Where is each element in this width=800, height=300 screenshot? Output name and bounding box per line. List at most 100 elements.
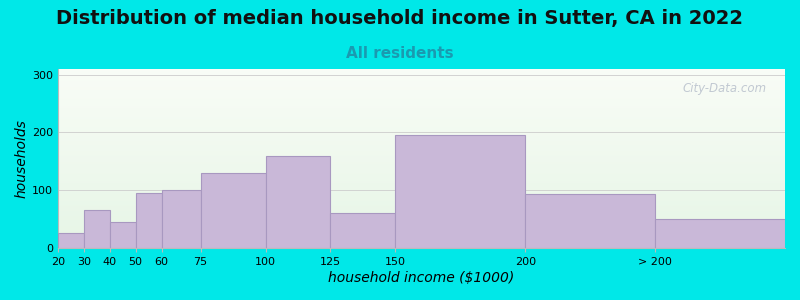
- Bar: [58, 146, 785, 147]
- Bar: [58, 119, 785, 120]
- Bar: [58, 115, 785, 116]
- Bar: [58, 176, 785, 177]
- Bar: [58, 231, 785, 232]
- Bar: [58, 163, 785, 164]
- Bar: [58, 129, 785, 130]
- Bar: [58, 106, 785, 107]
- Bar: [58, 134, 785, 135]
- Bar: [58, 89, 785, 90]
- Bar: [58, 194, 785, 195]
- Bar: [58, 202, 785, 203]
- Bar: [58, 144, 785, 145]
- Bar: [58, 182, 785, 183]
- Bar: [58, 230, 785, 231]
- Bar: [58, 165, 785, 166]
- Bar: [58, 114, 785, 115]
- Bar: [136, 193, 162, 248]
- Bar: [58, 189, 785, 190]
- Bar: [58, 152, 785, 153]
- Bar: [58, 108, 785, 109]
- Bar: [58, 98, 785, 99]
- Bar: [58, 218, 785, 219]
- Bar: [58, 69, 785, 70]
- Bar: [58, 201, 785, 202]
- Bar: [58, 160, 785, 161]
- Bar: [58, 156, 785, 157]
- Bar: [58, 88, 785, 89]
- Bar: [58, 121, 785, 122]
- Bar: [58, 217, 785, 218]
- Bar: [58, 197, 785, 198]
- Bar: [58, 186, 785, 187]
- Bar: [58, 75, 785, 76]
- Bar: [58, 78, 785, 79]
- Bar: [58, 148, 785, 149]
- Bar: [58, 85, 785, 86]
- Bar: [58, 154, 785, 155]
- Bar: [58, 190, 785, 191]
- Bar: [58, 170, 785, 171]
- Bar: [58, 225, 785, 226]
- Bar: [58, 196, 785, 197]
- Bar: [58, 211, 785, 212]
- Bar: [58, 203, 785, 204]
- Bar: [58, 161, 785, 162]
- Bar: [58, 123, 785, 124]
- Bar: [58, 94, 785, 95]
- Bar: [58, 244, 785, 245]
- Bar: [58, 226, 785, 227]
- Bar: [58, 168, 785, 169]
- Bar: [58, 169, 785, 170]
- Bar: [58, 175, 785, 176]
- Bar: [395, 135, 526, 248]
- Bar: [58, 84, 785, 85]
- Bar: [58, 240, 785, 241]
- Bar: [58, 158, 785, 159]
- Bar: [58, 70, 785, 71]
- Bar: [58, 233, 785, 234]
- Bar: [58, 228, 785, 229]
- Bar: [58, 81, 785, 82]
- Bar: [58, 195, 785, 196]
- Bar: [58, 232, 785, 233]
- Bar: [58, 101, 785, 102]
- Bar: [58, 205, 785, 206]
- Bar: [58, 204, 785, 205]
- Bar: [58, 241, 785, 242]
- Bar: [58, 127, 785, 128]
- Bar: [58, 229, 785, 230]
- Bar: [58, 155, 785, 156]
- Bar: [58, 200, 785, 201]
- Bar: [58, 207, 785, 208]
- Bar: [58, 73, 785, 74]
- Bar: [58, 100, 785, 101]
- Bar: [58, 215, 785, 216]
- Bar: [58, 104, 785, 105]
- Bar: [58, 174, 785, 175]
- Bar: [58, 243, 785, 244]
- Bar: [58, 166, 785, 167]
- Bar: [58, 157, 785, 158]
- Bar: [58, 236, 785, 237]
- Bar: [58, 117, 785, 118]
- Bar: [58, 71, 785, 72]
- Bar: [526, 194, 655, 248]
- Bar: [58, 133, 785, 134]
- Bar: [58, 74, 785, 75]
- Bar: [58, 209, 785, 210]
- Bar: [58, 113, 785, 114]
- Bar: [58, 219, 785, 220]
- Bar: [58, 216, 785, 217]
- Bar: [58, 188, 785, 189]
- Bar: [58, 118, 785, 119]
- Bar: [58, 138, 785, 139]
- Bar: [58, 239, 785, 240]
- Bar: [58, 135, 785, 136]
- Bar: [58, 82, 785, 83]
- Bar: [58, 109, 785, 110]
- Bar: [58, 141, 785, 142]
- Bar: [58, 245, 785, 246]
- Bar: [162, 190, 201, 248]
- Bar: [58, 191, 785, 192]
- Bar: [266, 155, 330, 248]
